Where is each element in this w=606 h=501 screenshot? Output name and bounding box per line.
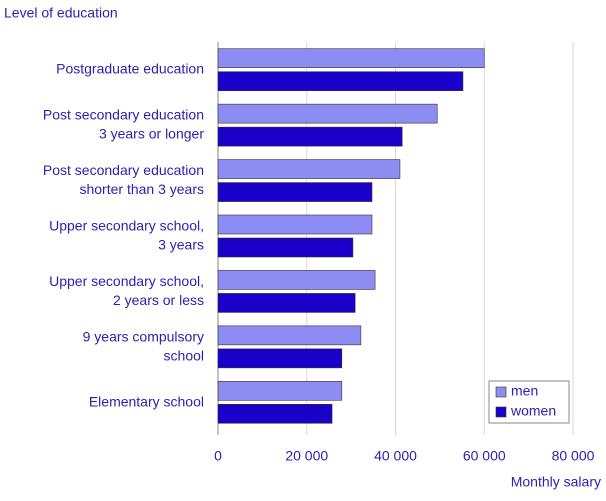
bar — [217, 48, 485, 69]
y-tick-label: Upper secondary school, 2 years or less — [49, 273, 204, 308]
x-tick-label: 20 000 — [285, 448, 328, 464]
y-tick-label: Post secondary education shorter than 3 y… — [43, 162, 204, 197]
bar — [217, 293, 356, 313]
bar — [217, 380, 343, 401]
bar — [217, 403, 333, 424]
bar — [217, 71, 464, 92]
bar — [217, 182, 373, 202]
chart-title: Level of education — [4, 5, 118, 21]
y-tick-label: Postgraduate education — [56, 60, 204, 76]
x-tick-label: 0 — [214, 448, 222, 464]
y-tick-label: Elementary school — [89, 393, 204, 409]
legend-label: men — [511, 383, 538, 399]
y-tick-label: 9 years compulsory school — [83, 328, 204, 363]
y-tick-label: Upper secondary school, 3 years — [49, 217, 204, 252]
legend-swatch — [495, 406, 507, 418]
legend-label: women — [510, 403, 556, 419]
x-tick-label: 40 000 — [374, 448, 417, 464]
x-tick-label: 60 000 — [463, 448, 506, 464]
bar — [217, 325, 362, 346]
bar — [217, 103, 438, 124]
bar — [217, 214, 373, 235]
legend-swatch — [495, 386, 507, 398]
x-tick-label: 80 000 — [552, 448, 595, 464]
bar — [217, 237, 354, 258]
bar — [217, 126, 403, 147]
bar — [217, 159, 401, 179]
bar — [217, 270, 376, 290]
x-axis-label: Monthly salary — [511, 474, 601, 490]
y-tick-label: Post secondary education 3 years or longe… — [43, 106, 204, 141]
bar — [217, 348, 343, 369]
